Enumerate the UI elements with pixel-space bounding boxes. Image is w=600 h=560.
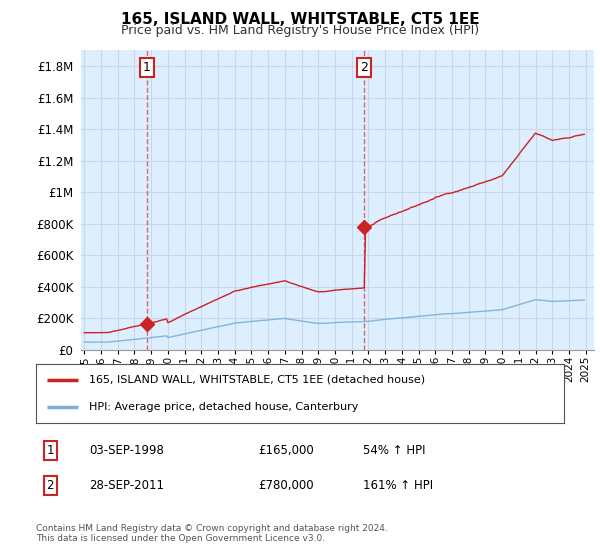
Text: 2: 2 [47, 479, 54, 492]
Text: 165, ISLAND WALL, WHITSTABLE, CT5 1EE (detached house): 165, ISLAND WALL, WHITSTABLE, CT5 1EE (d… [89, 375, 425, 385]
Text: 1: 1 [47, 444, 54, 457]
Text: £165,000: £165,000 [258, 444, 314, 457]
Text: 161% ↑ HPI: 161% ↑ HPI [364, 479, 433, 492]
Text: 03-SEP-1998: 03-SEP-1998 [89, 444, 164, 457]
Text: 1: 1 [143, 61, 151, 74]
Text: 165, ISLAND WALL, WHITSTABLE, CT5 1EE: 165, ISLAND WALL, WHITSTABLE, CT5 1EE [121, 12, 479, 27]
Text: 2: 2 [360, 61, 368, 74]
Text: Price paid vs. HM Land Registry's House Price Index (HPI): Price paid vs. HM Land Registry's House … [121, 24, 479, 37]
Text: 28-SEP-2011: 28-SEP-2011 [89, 479, 164, 492]
Text: Contains HM Land Registry data © Crown copyright and database right 2024.
This d: Contains HM Land Registry data © Crown c… [36, 524, 388, 543]
Text: HPI: Average price, detached house, Canterbury: HPI: Average price, detached house, Cant… [89, 402, 358, 412]
Text: 54% ↑ HPI: 54% ↑ HPI [364, 444, 426, 457]
Text: £780,000: £780,000 [258, 479, 313, 492]
